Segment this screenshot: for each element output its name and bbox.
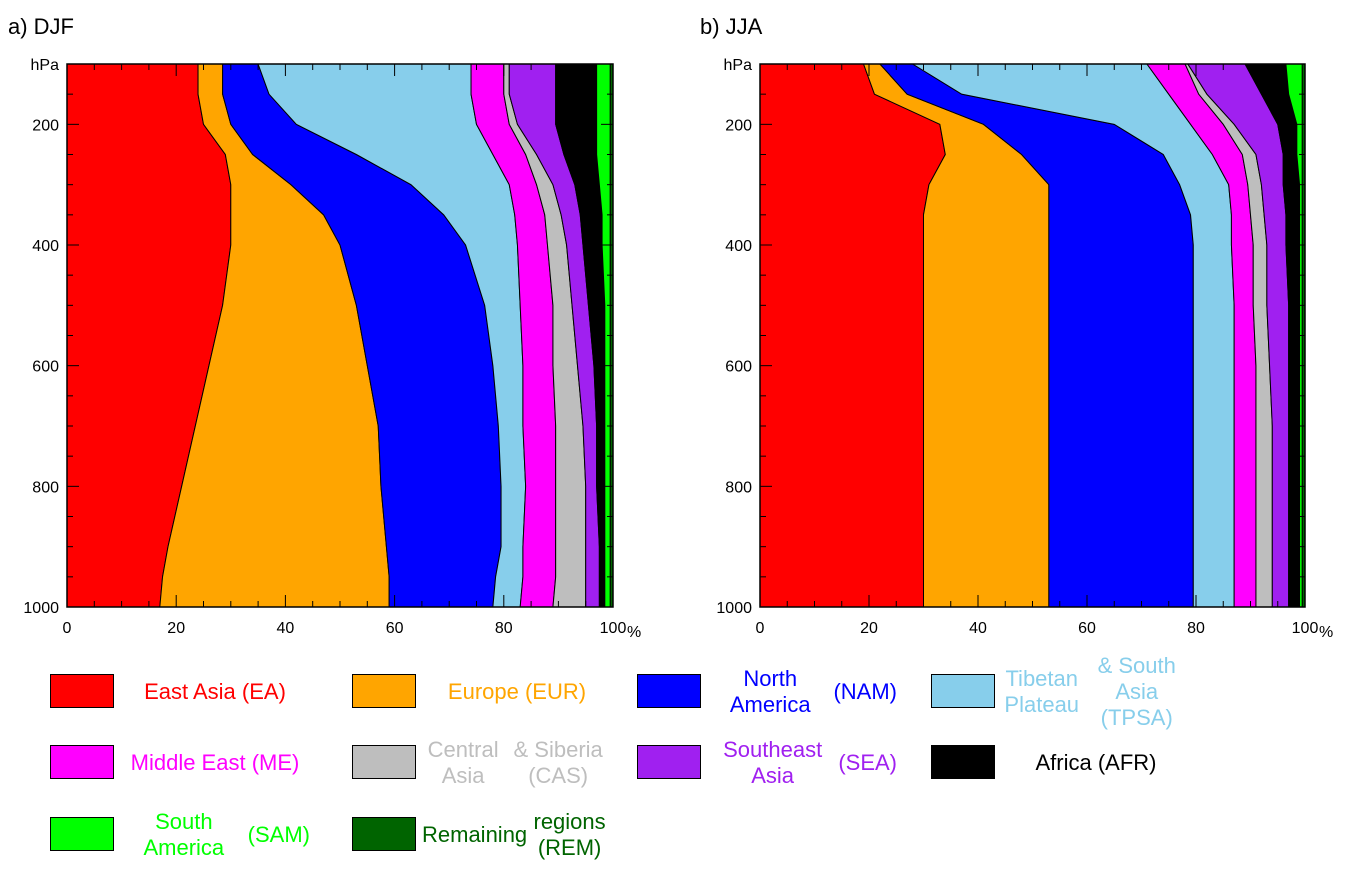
legend-swatch-ea xyxy=(50,674,114,708)
x-tick-label: 60 xyxy=(386,620,404,637)
legend-label: Middle East (ME) xyxy=(120,728,310,798)
x-tick-label: 20 xyxy=(860,620,878,637)
legend-label: Europe (EUR) xyxy=(422,657,612,727)
legend-item-eur: Europe (EUR) xyxy=(352,657,652,747)
legend-swatch-sam xyxy=(50,817,114,851)
legend-label-line: (SAM) xyxy=(247,822,310,847)
legend-label: South America (SAM) xyxy=(120,800,310,870)
y-tick-label: 200 xyxy=(32,117,59,134)
x-tick-label: 40 xyxy=(277,620,295,637)
y-tick-label: 400 xyxy=(725,238,752,255)
y-tick-label: 400 xyxy=(32,238,59,255)
x-tick-label: 100 xyxy=(600,620,627,637)
x-axis-unit-label: % xyxy=(1319,624,1333,641)
y-axis-unit-label: hPa xyxy=(724,57,753,74)
panel-title: b) JJA xyxy=(700,14,763,39)
legend-swatch-afr xyxy=(931,745,995,779)
legend-label-line: Central Asia xyxy=(427,737,499,788)
legend-label: Tibetan Plateau & South Asia (TPSA) xyxy=(1001,653,1191,730)
y-tick-label: 200 xyxy=(725,117,752,134)
legend-label: East Asia (EA) xyxy=(120,657,310,727)
legend-item-tpsa: Tibetan Plateau & South Asia (TPSA) xyxy=(931,653,1231,747)
y-tick-label: 600 xyxy=(32,359,59,376)
legend-label-line: Tibetan Plateau xyxy=(1004,666,1080,717)
legend-swatch-sea xyxy=(637,745,701,779)
legend-swatch-cas xyxy=(352,745,416,779)
chart-panel-b: 200 400 600 800 1000 hPa 0 20 40 60 80 100 % b) JJA xyxy=(700,14,1333,641)
panel-title: a) DJF xyxy=(8,14,74,39)
legend-label-line: Southeast Asia xyxy=(723,737,823,788)
legend-label-line: regions (REM) xyxy=(533,809,606,860)
legend-item-rem: Remaining regions (REM) xyxy=(352,800,652,890)
x-tick-label: 0 xyxy=(63,620,72,637)
legend-label-line: & South Asia (TPSA) xyxy=(1097,653,1176,730)
legend-label: Remaining regions (REM) xyxy=(422,800,612,870)
legend-label-line: (SEA) xyxy=(838,750,897,775)
x-tick-label: 80 xyxy=(1187,620,1205,637)
legend-item-sea: Southeast Asia (SEA) xyxy=(637,728,937,818)
legend-swatch-nam xyxy=(637,674,701,708)
legend-item-sam: South America (SAM) xyxy=(50,800,350,890)
legend-label-line: Middle East (ME) xyxy=(130,750,300,775)
legend-label-line: (NAM) xyxy=(833,679,897,704)
y-axis-unit-label: hPa xyxy=(31,57,60,74)
y-tick-label: 1000 xyxy=(23,600,59,617)
legend-label-line: Remaining xyxy=(422,822,528,847)
legend-swatch-rem xyxy=(352,817,416,851)
legend-label-line: South America xyxy=(143,809,225,860)
x-axis-unit-label: % xyxy=(627,624,641,641)
legend-item-ea: East Asia (EA) xyxy=(50,657,350,747)
legend-label-line: & Siberia (CAS) xyxy=(513,737,603,788)
x-tick-label: 20 xyxy=(167,620,185,637)
legend-swatch-eur xyxy=(352,674,416,708)
legend-label-line: Africa (AFR) xyxy=(1035,750,1157,775)
legend-swatch-tpsa xyxy=(931,674,995,708)
chart-panel-a: 200 400 600 800 1000 hPa 0 20 40 60 80 100 % a) DJF xyxy=(8,14,641,641)
legend-label-line: East Asia (EA) xyxy=(144,679,286,704)
x-tick-label: 0 xyxy=(756,620,765,637)
legend-label: Africa (AFR) xyxy=(1001,728,1191,798)
x-tick-label: 40 xyxy=(969,620,987,637)
legend-label: Central Asia & Siberia (CAS) xyxy=(422,728,612,798)
legend-item-cas: Central Asia & Siberia (CAS) xyxy=(352,728,652,818)
legend-item-afr: Africa (AFR) xyxy=(931,728,1231,818)
y-tick-label: 800 xyxy=(725,479,752,496)
legend-label-line: Europe (EUR) xyxy=(447,679,587,704)
legend-swatch-me xyxy=(50,745,114,779)
x-tick-label: 60 xyxy=(1078,620,1096,637)
legend-label-line: North America xyxy=(729,666,811,717)
y-tick-label: 800 xyxy=(32,479,59,496)
legend-item-me: Middle East (ME) xyxy=(50,728,350,818)
y-tick-label: 1000 xyxy=(716,600,752,617)
legend-item-nam: North America (NAM) xyxy=(637,657,937,747)
legend-label: North America (NAM) xyxy=(707,657,897,727)
y-tick-label: 600 xyxy=(725,359,752,376)
area-band-ea xyxy=(759,63,946,608)
x-tick-label: 80 xyxy=(495,620,513,637)
x-tick-label: 100 xyxy=(1292,620,1319,637)
legend-label: Southeast Asia (SEA) xyxy=(707,728,897,798)
